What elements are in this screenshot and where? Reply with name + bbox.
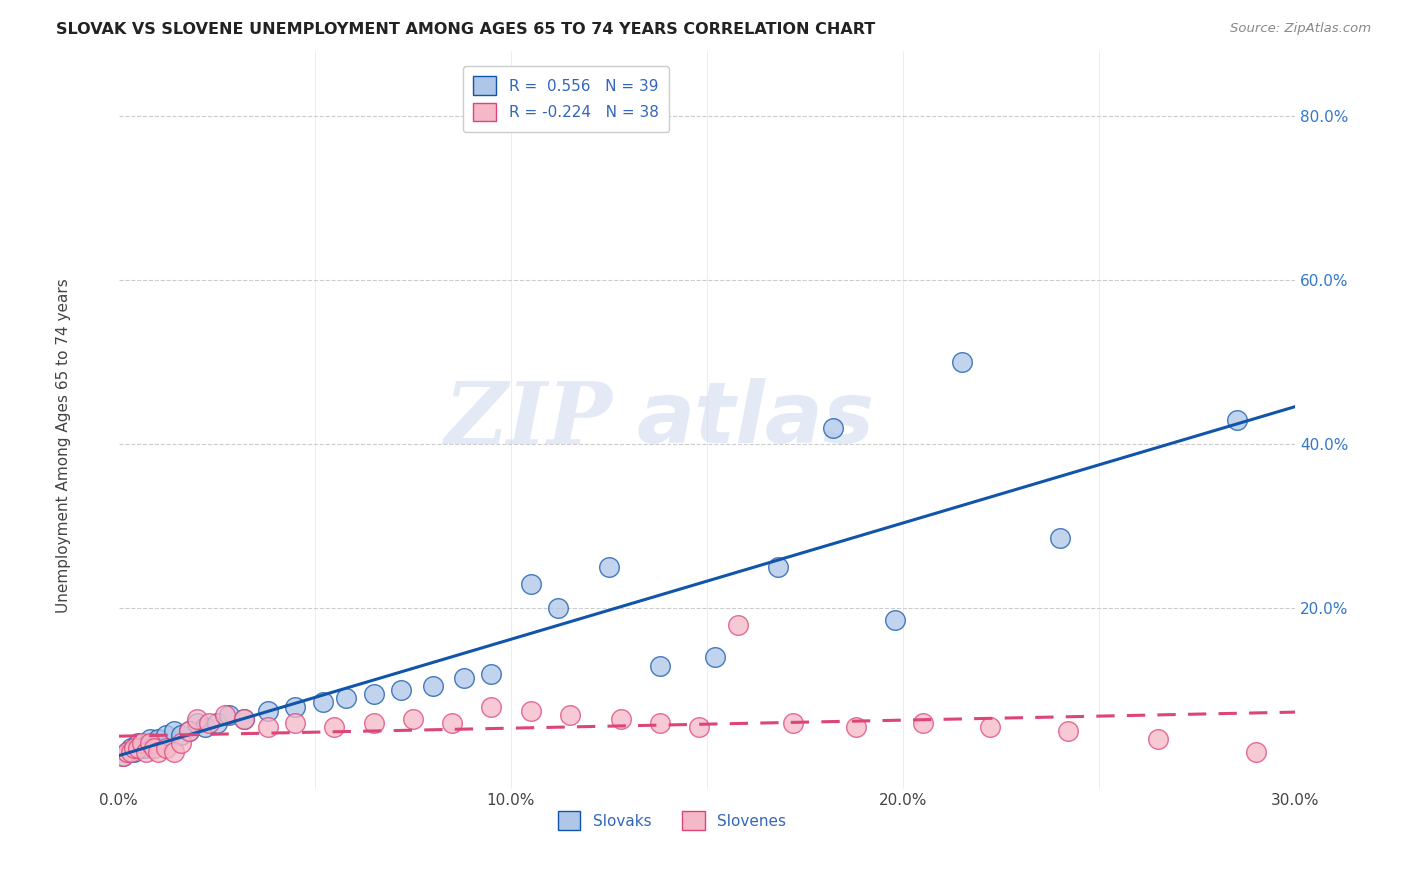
Point xyxy=(170,728,193,742)
Point xyxy=(163,745,186,759)
Point xyxy=(146,732,169,747)
Point xyxy=(610,712,633,726)
Point xyxy=(233,712,256,726)
Point xyxy=(979,720,1001,734)
Point xyxy=(143,736,166,750)
Point xyxy=(131,740,153,755)
Point xyxy=(821,421,844,435)
Point xyxy=(703,650,725,665)
Point xyxy=(146,745,169,759)
Point xyxy=(479,699,502,714)
Point xyxy=(163,724,186,739)
Point xyxy=(845,720,868,734)
Point xyxy=(312,695,335,709)
Point xyxy=(139,732,162,747)
Point xyxy=(135,740,157,755)
Point xyxy=(1147,732,1170,747)
Point xyxy=(547,601,569,615)
Point xyxy=(186,712,208,726)
Point xyxy=(519,576,541,591)
Point xyxy=(120,740,142,755)
Point xyxy=(648,658,671,673)
Text: atlas: atlas xyxy=(637,378,875,461)
Point xyxy=(950,355,973,369)
Point xyxy=(727,617,749,632)
Point xyxy=(519,704,541,718)
Point xyxy=(170,736,193,750)
Point xyxy=(135,745,157,759)
Point xyxy=(688,720,710,734)
Point xyxy=(323,720,346,734)
Point xyxy=(131,736,153,750)
Point xyxy=(453,671,475,685)
Point xyxy=(256,704,278,718)
Point xyxy=(155,740,177,755)
Point xyxy=(558,707,581,722)
Point xyxy=(648,715,671,730)
Point xyxy=(111,748,134,763)
Text: SLOVAK VS SLOVENE UNEMPLOYMENT AMONG AGES 65 TO 74 YEARS CORRELATION CHART: SLOVAK VS SLOVENE UNEMPLOYMENT AMONG AGE… xyxy=(56,22,876,37)
Point xyxy=(214,707,236,722)
Point xyxy=(422,679,444,693)
Point xyxy=(155,728,177,742)
Point xyxy=(143,740,166,755)
Point xyxy=(363,715,385,730)
Point xyxy=(479,666,502,681)
Point xyxy=(186,715,208,730)
Text: ZIP: ZIP xyxy=(446,378,613,461)
Text: Unemployment Among Ages 65 to 74 years: Unemployment Among Ages 65 to 74 years xyxy=(56,278,70,614)
Point xyxy=(1244,745,1267,759)
Point xyxy=(194,720,217,734)
Point xyxy=(179,724,201,739)
Point xyxy=(1226,412,1249,426)
Point xyxy=(782,715,804,730)
Point xyxy=(335,691,357,706)
Point xyxy=(115,745,138,759)
Point xyxy=(115,745,138,759)
Point xyxy=(139,736,162,750)
Point xyxy=(389,683,412,698)
Point xyxy=(198,715,221,730)
Point xyxy=(179,724,201,739)
Point xyxy=(1049,532,1071,546)
Point xyxy=(911,715,934,730)
Point xyxy=(256,720,278,734)
Point xyxy=(124,740,146,755)
Point xyxy=(205,715,228,730)
Point xyxy=(284,699,307,714)
Point xyxy=(441,715,464,730)
Point xyxy=(127,736,149,750)
Point xyxy=(120,745,142,759)
Point xyxy=(598,560,620,574)
Point xyxy=(402,712,425,726)
Point xyxy=(1057,724,1080,739)
Point xyxy=(284,715,307,730)
Point xyxy=(363,687,385,701)
Point xyxy=(884,614,907,628)
Point xyxy=(127,740,149,755)
Point xyxy=(111,748,134,763)
Point xyxy=(218,707,240,722)
Legend: Slovaks, Slovenes: Slovaks, Slovenes xyxy=(551,805,792,836)
Text: Source: ZipAtlas.com: Source: ZipAtlas.com xyxy=(1230,22,1371,36)
Point xyxy=(766,560,789,574)
Point xyxy=(124,745,146,759)
Point xyxy=(233,712,256,726)
